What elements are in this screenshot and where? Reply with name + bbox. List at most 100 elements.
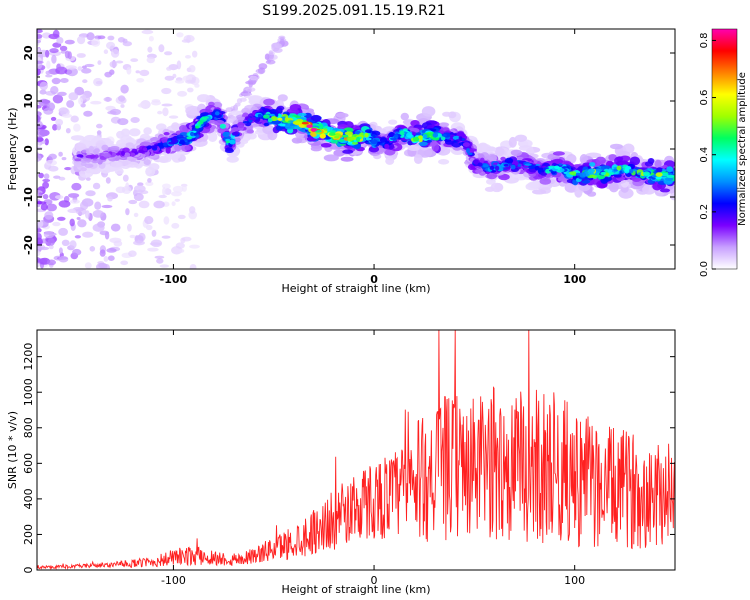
heatmap-cell: [52, 124, 58, 131]
y-tick-label: -20: [22, 235, 35, 255]
heatmap-cell: [246, 129, 254, 134]
heatmap-cell: [85, 177, 91, 181]
heatmap-cell: [225, 147, 234, 152]
heatmap-cell: [42, 194, 49, 200]
heatmap-cell: [624, 168, 630, 174]
heatmap-cell: [168, 115, 179, 119]
heatmap-cell: [50, 116, 57, 121]
heatmap-cell: [57, 216, 66, 221]
heatmap-cell: [106, 41, 116, 50]
heatmap-cell: [52, 221, 61, 227]
heatmap-cell: [125, 208, 130, 216]
heatmap-cell: [365, 129, 372, 134]
heatmap-cell: [245, 87, 256, 92]
heatmap-cell: [406, 132, 413, 138]
heatmap-cell: [158, 194, 167, 199]
heatmap-cell: [124, 152, 131, 158]
heatmap-cell: [514, 134, 528, 142]
heatmap-cell: [84, 262, 92, 269]
heatmap-cell: [120, 104, 125, 108]
heatmap-cell: [589, 162, 596, 167]
heatmap-cell: [103, 152, 111, 158]
heatmap-cell: [348, 137, 355, 141]
heatmap-cell: [241, 107, 251, 115]
heatmap-cell: [351, 141, 359, 145]
heatmap-cell: [151, 229, 157, 237]
heatmap-cell: [151, 100, 161, 106]
heatmap-cell: [161, 235, 171, 239]
heatmap-cell: [144, 216, 154, 225]
heatmap-cell: [263, 122, 270, 127]
heatmap-cell: [364, 132, 369, 138]
heatmap-cell: [335, 112, 349, 118]
heatmap-cell: [74, 235, 81, 239]
colorbar-label: Normalized spectral amplitude: [737, 72, 748, 226]
heatmap-cell: [174, 79, 185, 84]
heatmap-cell: [69, 218, 75, 227]
heatmap-cell: [168, 141, 176, 145]
heatmap-cell: [185, 79, 196, 84]
heatmap-cell: [46, 259, 57, 266]
heatmap-cell: [189, 244, 200, 249]
heatmap-cell: [559, 168, 565, 173]
snr-x-label: Height of straight line (km): [281, 583, 430, 596]
heatmap-cell: [272, 47, 283, 53]
heatmap-cell: [52, 29, 60, 38]
heatmap-cell: [38, 172, 44, 179]
heatmap-cell: [83, 158, 92, 162]
heatmap-cell: [109, 146, 120, 151]
spectrogram-heatmap: [37, 29, 675, 269]
heatmap-cell: [43, 231, 55, 239]
snr-y-label: SNR (10 * v/v): [6, 411, 19, 489]
heatmap-cell: [399, 130, 405, 136]
heatmap-cell: [46, 203, 57, 212]
heatmap-cell: [51, 54, 57, 64]
heatmap-cell: [57, 91, 67, 97]
heatmap-cell: [263, 114, 270, 119]
heatmap-cell: [271, 120, 282, 125]
heatmap-cell: [69, 240, 77, 249]
heatmap-cell: [89, 246, 96, 252]
heatmap-cell: [517, 164, 522, 167]
heatmap-cell: [82, 231, 94, 238]
heatmap-cell: [379, 143, 385, 146]
spectrogram-y-label: Frequency (Hz): [6, 108, 19, 191]
y-tick-label: 200: [22, 524, 35, 545]
heatmap-cell: [44, 138, 49, 146]
heatmap-cell: [219, 123, 226, 129]
heatmap-cell: [455, 139, 463, 142]
heatmap-cell: [320, 143, 332, 148]
heatmap-cell: [666, 174, 674, 178]
heatmap-cell: [385, 140, 390, 144]
x-tick-label: -100: [161, 574, 186, 587]
heatmap-cell: [180, 237, 186, 244]
heatmap-cell: [138, 200, 150, 209]
heatmap-cell: [277, 94, 288, 102]
heatmap-cell: [477, 162, 483, 167]
heatmap-cell: [162, 107, 169, 117]
heatmap-cell: [163, 216, 170, 225]
heatmap-cell: [242, 121, 250, 124]
heatmap-cell: [163, 132, 170, 136]
heatmap-cell: [647, 158, 655, 164]
heatmap-cell: [257, 113, 262, 118]
heatmap-cell: [37, 154, 42, 162]
heatmap-cell: [37, 227, 42, 233]
heatmap-cell: [58, 200, 71, 208]
heatmap-cell: [579, 154, 589, 164]
heatmap-cell: [94, 201, 102, 210]
heatmap-cell: [344, 131, 354, 136]
heatmap-cell: [291, 137, 303, 144]
heatmap-cell: [655, 172, 663, 177]
snr-series-line: [36, 329, 676, 571]
heatmap-cell: [91, 38, 101, 47]
heatmap-cell: [143, 147, 148, 152]
heatmap-cell: [84, 63, 95, 68]
heatmap-cell: [495, 147, 505, 157]
y-tick-label: 1200: [22, 343, 35, 371]
heatmap-cell: [608, 182, 619, 193]
x-tick-label: 100: [564, 574, 585, 587]
heatmap-cell: [69, 208, 76, 213]
